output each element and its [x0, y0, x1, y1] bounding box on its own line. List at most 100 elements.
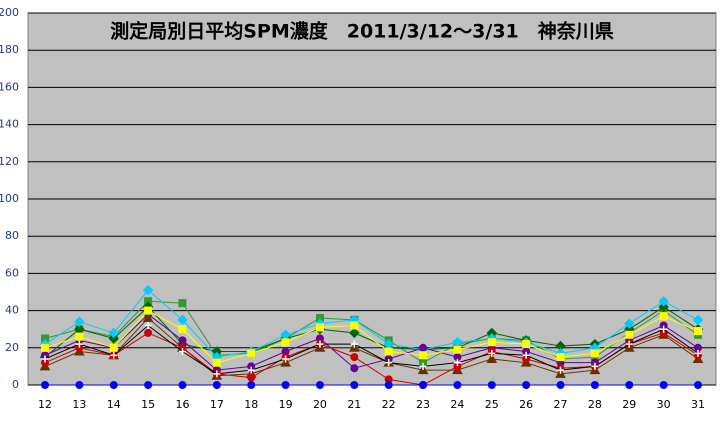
x-tick-label: 19 [279, 398, 293, 411]
marker [177, 314, 188, 326]
marker [591, 362, 599, 370]
marker [659, 312, 668, 321]
y-tick-label: 40 [5, 304, 19, 317]
x-tick-label: 15 [141, 398, 155, 411]
marker [694, 349, 702, 357]
y-tick-label: 80 [5, 229, 19, 242]
marker [212, 358, 221, 367]
marker [315, 323, 324, 332]
marker [350, 364, 359, 373]
marker [75, 381, 84, 389]
marker [144, 381, 153, 389]
x-tick-label: 13 [72, 398, 86, 411]
marker [522, 351, 530, 359]
marker [144, 328, 153, 337]
x-tick-label: 12 [38, 398, 52, 411]
series-line [44, 300, 699, 364]
marker [247, 366, 255, 374]
marker [349, 327, 360, 339]
marker [556, 381, 565, 389]
marker [556, 353, 565, 362]
x-tick-label: 26 [519, 398, 533, 411]
marker [350, 321, 359, 330]
x-tick-label: 21 [347, 398, 361, 411]
x-tick-label: 29 [622, 398, 636, 411]
x-tick-label: 18 [244, 398, 258, 411]
marker [350, 381, 359, 389]
x-tick-label: 23 [416, 398, 430, 411]
series-line [44, 313, 699, 371]
y-tick-label: 20 [5, 341, 19, 354]
marker [419, 351, 428, 360]
marker [178, 299, 187, 308]
marker [384, 347, 393, 356]
marker [142, 284, 154, 296]
marker [74, 316, 85, 327]
marker [350, 340, 358, 348]
marker [522, 381, 531, 389]
marker [660, 325, 668, 333]
marker [488, 349, 496, 357]
marker [625, 330, 634, 339]
marker [281, 338, 290, 347]
marker [453, 359, 461, 367]
marker [75, 332, 84, 341]
y-tick-label: 120 [0, 155, 19, 168]
marker [41, 355, 49, 363]
marker [212, 381, 221, 389]
marker [419, 362, 427, 370]
series-line [44, 309, 699, 364]
marker [75, 340, 83, 348]
marker [247, 373, 256, 382]
marker [625, 381, 634, 389]
marker [486, 353, 498, 363]
marker [658, 296, 669, 307]
marker [487, 381, 496, 389]
y-tick-label: 180 [0, 43, 19, 56]
marker [247, 349, 256, 358]
marker [419, 381, 428, 389]
marker [590, 381, 599, 389]
marker [316, 340, 324, 348]
marker [692, 314, 704, 326]
x-tick-label: 16 [175, 398, 189, 411]
marker [453, 381, 462, 389]
marker [624, 318, 635, 329]
marker [178, 348, 186, 356]
marker [144, 306, 153, 315]
marker [41, 381, 49, 389]
marker [109, 343, 118, 352]
x-tick-label: 24 [450, 398, 464, 411]
marker [178, 325, 187, 334]
series-line [44, 289, 699, 358]
y-tick-label: 160 [0, 80, 19, 93]
marker [247, 381, 256, 389]
marker [522, 340, 531, 349]
marker [659, 381, 668, 389]
series-line [44, 324, 699, 375]
x-tick-label: 20 [313, 398, 327, 411]
marker [590, 349, 599, 358]
x-tick-label: 25 [485, 398, 499, 411]
marker [109, 381, 118, 389]
y-tick-label: 200 [0, 6, 19, 19]
marker [625, 340, 633, 348]
marker [384, 381, 393, 389]
marker [419, 343, 428, 352]
y-tick-label: 140 [0, 118, 19, 131]
marker [350, 353, 359, 362]
marker [110, 351, 118, 359]
marker [108, 333, 119, 344]
series-line [44, 317, 699, 377]
x-tick-label: 27 [554, 398, 568, 411]
marker [281, 381, 290, 389]
marker [144, 321, 152, 329]
y-tick-label: 0 [12, 378, 19, 391]
marker [108, 327, 119, 339]
marker [557, 366, 565, 374]
x-tick-label: 30 [657, 398, 671, 411]
marker [315, 381, 324, 389]
marker [142, 312, 154, 323]
chart-title: 測定局別日平均SPM濃度 2011/3/12～3/31 神奈川県 [110, 20, 614, 43]
